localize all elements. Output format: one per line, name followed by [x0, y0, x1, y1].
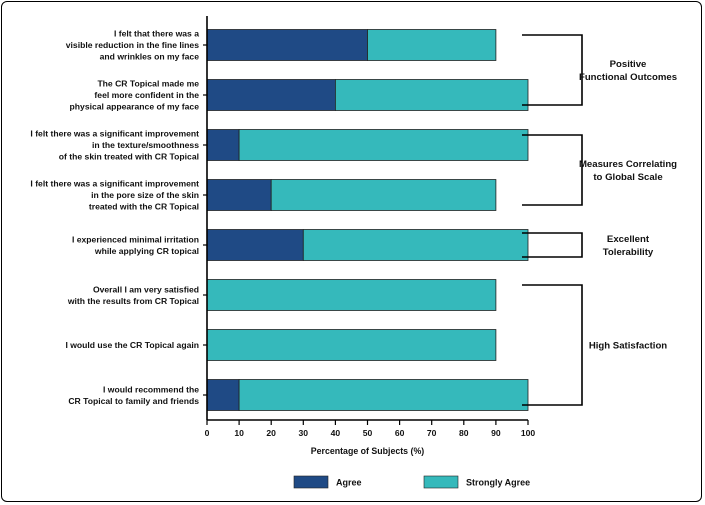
x-tick-label: 20: [266, 428, 276, 438]
category-label: treated with the CR Topical: [89, 202, 199, 212]
group-label: Tolerability: [603, 247, 654, 258]
category-label: in the texture/smoothness: [92, 140, 199, 150]
x-tick-label: 30: [299, 428, 309, 438]
x-axis-title: Percentage of Subjects (%): [311, 446, 424, 456]
bar-strongly-agree: [206, 279, 497, 311]
bar-strongly-agree: [206, 329, 497, 361]
category-label: with the results from CR Topical: [67, 296, 199, 306]
category-label: I experienced minimal irritation: [72, 234, 199, 244]
category-label: The CR Topical made me: [97, 79, 199, 89]
x-tick-label: 0: [205, 428, 210, 438]
group-label: Measures Correlating: [579, 159, 677, 170]
legend-label: Agree: [336, 478, 362, 488]
bar-agree: [206, 179, 272, 211]
category-label: Overall I am very satisfied: [93, 284, 199, 294]
x-tick-label: 10: [234, 428, 244, 438]
category-label: I would use the CR Topical again: [65, 340, 199, 350]
group-label: to Global Scale: [593, 172, 662, 183]
x-tick-label: 90: [491, 428, 501, 438]
bar-strongly-agree: [367, 29, 497, 61]
category-label: I would recommend the: [103, 384, 199, 394]
legend-swatch-agree: [293, 475, 329, 489]
legend-label: Strongly Agree: [466, 478, 530, 488]
group-label: High Satisfaction: [589, 341, 667, 352]
category-label: I felt that there was a: [114, 29, 199, 39]
bar-agree: [206, 129, 240, 161]
category-label: physical appearance of my face: [70, 102, 200, 112]
bar-strongly-agree: [302, 229, 529, 261]
x-tick-label: 70: [427, 428, 437, 438]
bar-agree: [206, 29, 368, 61]
group-label: Positive: [610, 59, 647, 70]
group-label: Functional Outcomes: [579, 72, 677, 83]
category-label: I felt there was a significant improveme…: [30, 129, 199, 139]
category-label: I felt there was a significant improveme…: [30, 179, 199, 189]
bar-strongly-agree: [238, 379, 529, 411]
bar-strongly-agree: [334, 79, 529, 111]
category-label: visible reduction in the fine lines: [66, 40, 199, 50]
category-label: feel more confident in the: [94, 90, 199, 100]
category-label: in the pore size of the skin: [91, 190, 199, 200]
x-tick-label: 60: [395, 428, 405, 438]
category-label: CR Topical to family and friends: [68, 396, 199, 406]
bar-agree: [206, 379, 240, 411]
bar-agree: [206, 79, 336, 111]
x-tick-label: 80: [459, 428, 469, 438]
category-label: of the skin treated with CR Topical: [59, 152, 199, 162]
group-bracket: [522, 284, 583, 406]
bar-strongly-agree: [238, 129, 529, 161]
x-tick-label: 50: [363, 428, 373, 438]
legend-swatch-strongly-agree: [423, 475, 459, 489]
bar-strongly-agree: [270, 179, 497, 211]
bar-agree: [206, 229, 304, 261]
group-label: Excellent: [607, 234, 650, 245]
group-bracket: [522, 34, 583, 106]
category-label: while applying CR topical: [94, 246, 199, 256]
x-tick-label: 40: [331, 428, 341, 438]
group-bracket: [522, 232, 583, 258]
x-tick-label: 100: [521, 428, 536, 438]
group-bracket: [522, 134, 583, 206]
category-label: and wrinkles on my face: [100, 52, 200, 62]
